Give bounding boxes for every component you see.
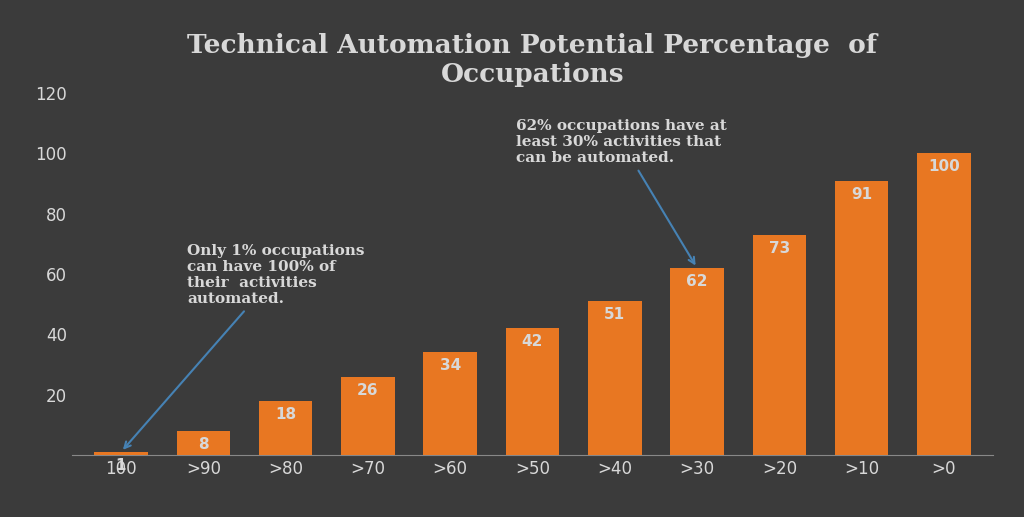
Text: 62: 62 [686, 274, 708, 289]
Text: Only 1% occupations
can have 100% of
their  activities
automated.: Only 1% occupations can have 100% of the… [124, 244, 365, 448]
Bar [176, 431, 230, 455]
Bar [835, 180, 889, 455]
Bar [588, 301, 641, 455]
Bar [918, 154, 971, 455]
Bar [341, 376, 394, 455]
Text: 100: 100 [928, 159, 959, 174]
Bar [671, 268, 724, 455]
Text: 91: 91 [851, 187, 872, 202]
Text: 18: 18 [275, 407, 296, 422]
Title: Technical Automation Potential Percentage  of
Occupations: Technical Automation Potential Percentag… [187, 33, 878, 87]
Text: 62% occupations have at
least 30% activities that
can be automated.: 62% occupations have at least 30% activi… [516, 119, 727, 264]
Bar [424, 353, 477, 455]
Text: 42: 42 [522, 334, 543, 349]
Bar [753, 235, 806, 455]
Text: 1: 1 [116, 458, 126, 473]
Text: 51: 51 [604, 307, 626, 322]
Text: 73: 73 [769, 241, 790, 256]
Bar [94, 452, 147, 455]
Text: 26: 26 [357, 383, 379, 398]
Bar [259, 401, 312, 455]
Bar [506, 328, 559, 455]
Text: 8: 8 [198, 437, 209, 452]
Text: 34: 34 [439, 358, 461, 373]
